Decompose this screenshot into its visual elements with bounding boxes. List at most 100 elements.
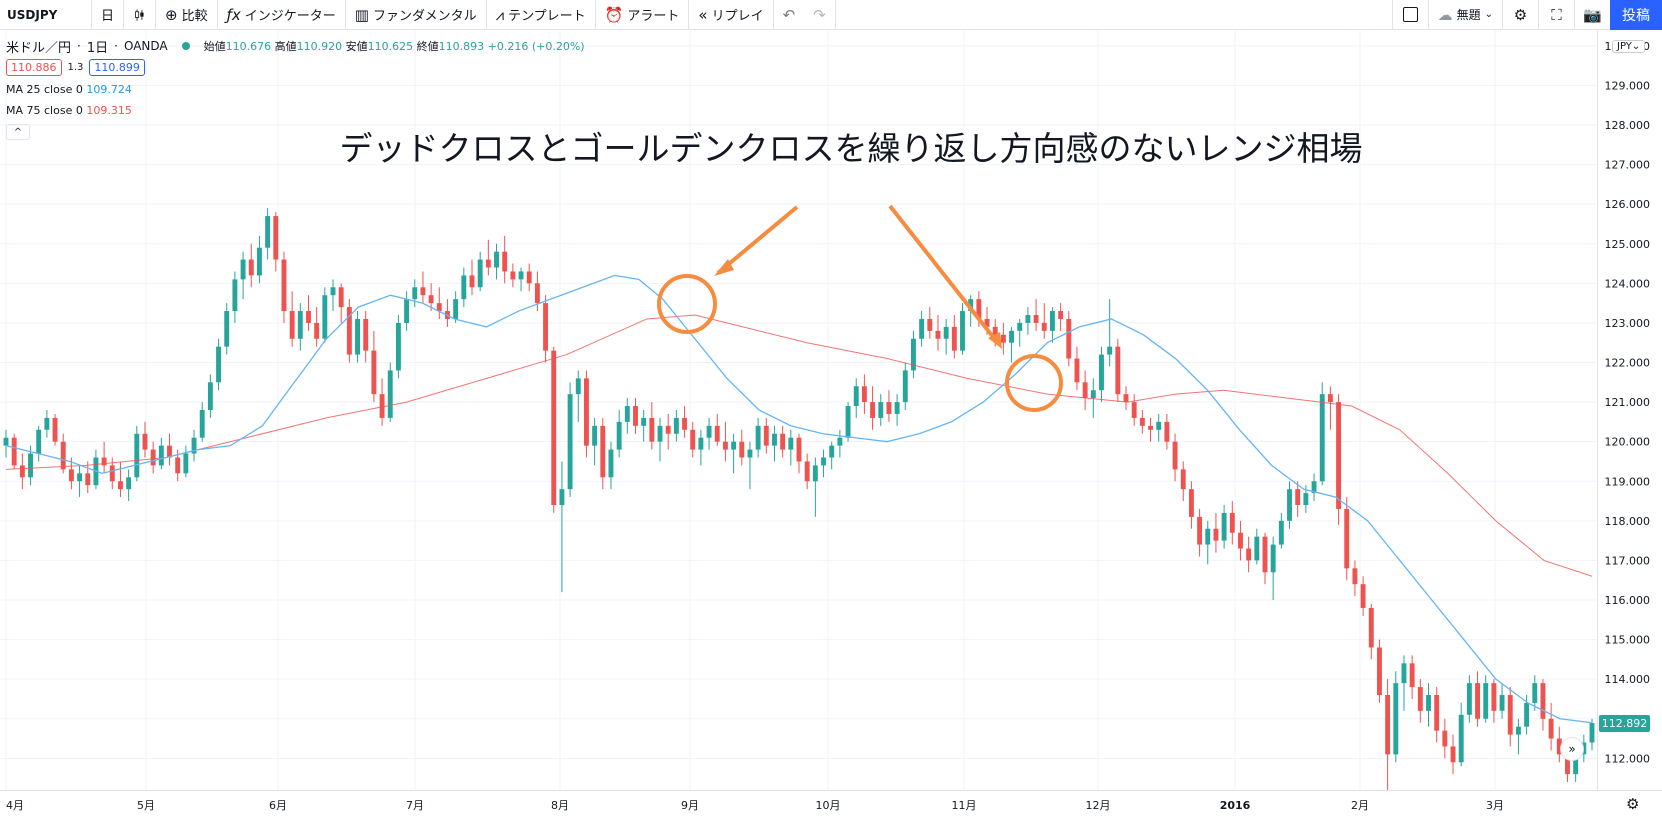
template-icon: ⩘: [495, 5, 505, 24]
candle-body: [265, 216, 271, 248]
undo-button[interactable]: ↶: [774, 0, 805, 30]
candle-body: [739, 441, 745, 458]
candle-body: [984, 318, 990, 327]
price-axis[interactable]: [1597, 30, 1662, 790]
candle-body: [216, 346, 222, 383]
compare-button[interactable]: ⊕ 比較: [156, 0, 218, 30]
post-label: 投稿: [1622, 7, 1650, 24]
candle-body: [935, 330, 941, 339]
candle-body: [706, 425, 712, 438]
time-tick-label: 5月: [137, 799, 155, 812]
snapshot-button[interactable]: 📷: [1574, 0, 1610, 30]
square-icon: [1402, 7, 1418, 22]
price-tick-label: 112.000: [1605, 752, 1651, 765]
candle-body: [837, 437, 843, 446]
candle-body: [1573, 754, 1579, 775]
fullscreen-button[interactable]: ⛶: [1538, 0, 1574, 30]
time-tick-label: 8月: [551, 799, 569, 812]
candle-body: [534, 283, 540, 304]
indicators-label: インジケーター: [244, 9, 336, 24]
candle-body: [183, 453, 189, 474]
open-label: 始値: [203, 40, 226, 53]
candle-body: [1336, 402, 1342, 509]
indicators-button[interactable]: ƒx インジケーター: [218, 0, 346, 30]
candle-body: [477, 259, 483, 288]
legend-collapse-button[interactable]: ^: [6, 124, 30, 140]
candle-body: [77, 473, 83, 482]
candle-body: [976, 299, 982, 319]
axis-settings-icon[interactable]: ⚙: [1626, 795, 1640, 813]
post-button[interactable]: 投稿: [1610, 0, 1662, 30]
chart-type-button[interactable]: [124, 0, 156, 30]
replay-button[interactable]: « リプレイ: [689, 0, 774, 30]
dead-cross-arrowhead: [714, 259, 734, 276]
candle-body: [1524, 702, 1530, 727]
price-tick-label: 122.000: [1605, 357, 1651, 370]
dead-cross-circle: [657, 274, 717, 334]
candle-body: [1278, 520, 1284, 545]
compare-label: 比較: [181, 9, 208, 24]
candle-body: [1540, 683, 1546, 719]
candle-body: [788, 437, 794, 450]
layout-menu-button[interactable]: ☁ 無題 ⌄: [1427, 0, 1502, 30]
interval-button[interactable]: 日: [92, 0, 124, 30]
time-axis[interactable]: [0, 790, 1662, 826]
candle-body: [1409, 663, 1415, 688]
candle-body: [1368, 607, 1374, 648]
time-tick-label: 9月: [681, 799, 699, 812]
settings-button[interactable]: ⚙: [1502, 0, 1538, 30]
candle-body: [330, 287, 336, 296]
templates-button[interactable]: ⩘ テンプレート: [487, 0, 596, 30]
candle-body: [698, 437, 704, 450]
fullscreen-layout-button[interactable]: [1391, 0, 1428, 30]
candle-body: [1025, 315, 1031, 323]
candle-body: [780, 433, 786, 450]
candle-body: [412, 287, 418, 300]
candle-body: [927, 318, 933, 331]
candle-body: [592, 425, 598, 446]
legend-symbol-title[interactable]: 米ドル／円: [6, 40, 72, 56]
candle-body: [551, 350, 557, 505]
symbol-label: USDJPY: [7, 7, 58, 22]
candle-body: [665, 425, 671, 434]
candle-body: [567, 394, 573, 490]
high-label: 高値: [274, 40, 297, 53]
candle-body: [796, 437, 802, 462]
candle-body: [101, 457, 107, 466]
candle-body: [420, 287, 426, 296]
candles-layer: [3, 208, 1595, 790]
fundamentals-button[interactable]: ▥ ファンダメンタル: [346, 0, 487, 30]
symbol-search-button[interactable]: USDJPY: [0, 0, 92, 30]
low-value: 110.625: [367, 40, 414, 53]
candle-body: [1327, 394, 1333, 403]
candle-body: [1303, 493, 1309, 505]
buy-price-button[interactable]: 110.899: [89, 59, 145, 76]
alert-button[interactable]: ⏰ アラート: [596, 0, 690, 30]
scroll-to-realtime-button[interactable]: »: [1560, 737, 1584, 761]
ma25-legend[interactable]: MA 25 close 0 109.724: [6, 83, 585, 97]
candle-body: [273, 216, 279, 260]
candle-body: [722, 441, 728, 450]
redo-button[interactable]: ↷: [804, 0, 836, 30]
candle-body: [649, 417, 655, 442]
candle-body: [1139, 417, 1145, 426]
candle-body: [861, 386, 867, 403]
legend-price-row: 110.886 1.3 110.899: [6, 59, 585, 76]
candle-body: [240, 259, 246, 280]
candle-body: [1262, 536, 1268, 573]
candle-body: [911, 338, 916, 371]
ma75-line: [5, 314, 1593, 577]
candle-body: [1180, 469, 1186, 490]
interval-label: 日: [101, 9, 115, 24]
chevron-down-icon: ⌄: [1484, 9, 1493, 20]
candle-body: [951, 326, 957, 351]
candle-body: [289, 311, 295, 339]
price-tick-label: 121.000: [1605, 396, 1651, 409]
candle-body: [338, 287, 344, 308]
sell-price-button[interactable]: 110.886: [6, 59, 62, 76]
dead-cross-arrow: [716, 205, 799, 275]
ma75-legend[interactable]: MA 75 close 0 109.315: [6, 104, 585, 118]
alarm-clock-icon: ⏰: [604, 5, 624, 24]
currency-button[interactable]: JPY⌄: [1612, 40, 1646, 53]
